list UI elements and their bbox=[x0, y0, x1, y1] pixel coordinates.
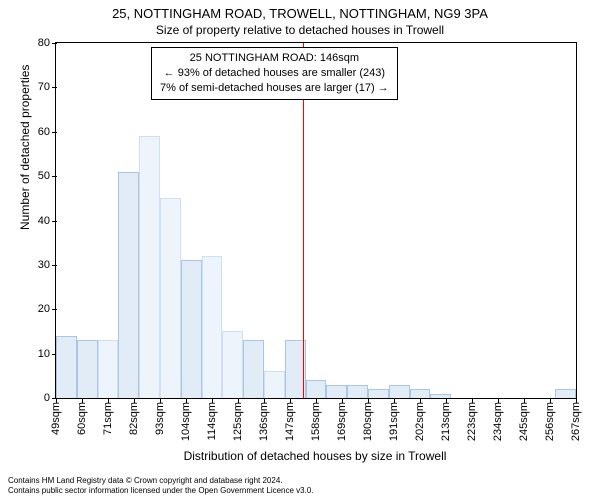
x-tick-label: 82sqm bbox=[128, 402, 140, 435]
x-tick-mark bbox=[238, 398, 239, 403]
y-tick-label: 20 bbox=[20, 303, 56, 315]
y-tick-label: 30 bbox=[20, 259, 56, 271]
chart-title-main: 25, NOTTINGHAM ROAD, TROWELL, NOTTINGHAM… bbox=[0, 6, 600, 21]
histogram-bar bbox=[430, 394, 451, 398]
footer-attribution: Contains HM Land Registry data © Crown c… bbox=[8, 476, 314, 496]
x-tick-label: 49sqm bbox=[50, 402, 62, 435]
x-tick-label: 267sqm bbox=[570, 402, 582, 441]
x-tick-label: 223sqm bbox=[466, 402, 478, 441]
x-tick-mark bbox=[472, 398, 473, 403]
x-tick-mark bbox=[550, 398, 551, 403]
x-tick-label: 104sqm bbox=[180, 402, 192, 441]
footer-line-1: Contains HM Land Registry data © Crown c… bbox=[8, 476, 314, 486]
chart-container: 25, NOTTINGHAM ROAD, TROWELL, NOTTINGHAM… bbox=[0, 0, 600, 500]
annotation-line: 25 NOTTINGHAM ROAD: 146sqm bbox=[160, 51, 389, 66]
x-tick-mark bbox=[264, 398, 265, 403]
x-tick-label: 191sqm bbox=[388, 402, 400, 441]
annotation-box: 25 NOTTINGHAM ROAD: 146sqm← 93% of detac… bbox=[151, 47, 398, 100]
x-tick-label: 125sqm bbox=[232, 402, 244, 441]
histogram-bar bbox=[160, 198, 181, 398]
histogram-bar bbox=[306, 380, 327, 398]
x-tick-label: 93sqm bbox=[154, 402, 166, 435]
histogram-bar bbox=[555, 389, 576, 398]
histogram-bar bbox=[222, 331, 243, 398]
histogram-bar bbox=[181, 260, 202, 398]
x-tick-label: 71sqm bbox=[102, 402, 114, 435]
x-tick-label: 136sqm bbox=[258, 402, 270, 441]
histogram-bar bbox=[118, 172, 139, 398]
x-tick-mark bbox=[576, 398, 577, 403]
x-tick-label: 114sqm bbox=[206, 402, 218, 440]
x-tick-label: 245sqm bbox=[518, 402, 530, 441]
x-tick-mark bbox=[498, 398, 499, 403]
y-axis-label: Number of detached properties bbox=[18, 210, 32, 230]
histogram-bar bbox=[98, 340, 119, 398]
histogram-bar bbox=[389, 385, 410, 398]
x-tick-label: 256sqm bbox=[544, 402, 556, 441]
histogram-bar bbox=[56, 336, 77, 398]
x-tick-mark bbox=[134, 398, 135, 403]
x-tick-label: 169sqm bbox=[336, 402, 348, 441]
x-tick-label: 234sqm bbox=[492, 402, 504, 441]
x-tick-mark bbox=[160, 398, 161, 403]
y-tick-label: 10 bbox=[20, 348, 56, 360]
histogram-bar bbox=[347, 385, 368, 398]
x-tick-mark bbox=[446, 398, 447, 403]
x-tick-mark bbox=[56, 398, 57, 403]
x-tick-mark bbox=[524, 398, 525, 403]
x-tick-mark bbox=[316, 398, 317, 403]
histogram-bar bbox=[77, 340, 98, 398]
histogram-bar bbox=[202, 256, 223, 398]
histogram-bar bbox=[326, 385, 347, 398]
chart-title-sub: Size of property relative to detached ho… bbox=[0, 23, 600, 37]
x-tick-mark bbox=[368, 398, 369, 403]
x-tick-mark bbox=[394, 398, 395, 403]
x-tick-label: 60sqm bbox=[76, 402, 88, 435]
x-tick-mark bbox=[108, 398, 109, 403]
x-tick-mark bbox=[212, 398, 213, 403]
footer-line-2: Contains public sector information licen… bbox=[8, 486, 314, 496]
annotation-line: 7% of semi-detached houses are larger (1… bbox=[160, 81, 389, 96]
x-tick-mark bbox=[342, 398, 343, 403]
histogram-bar bbox=[368, 389, 389, 398]
annotation-line: ← 93% of detached houses are smaller (24… bbox=[160, 66, 389, 81]
x-tick-label: 180sqm bbox=[362, 402, 374, 441]
histogram-bar bbox=[139, 136, 160, 398]
x-tick-mark bbox=[82, 398, 83, 403]
histogram-bar bbox=[410, 389, 431, 398]
plot-area: 0102030405060708049sqm60sqm71sqm82sqm93s… bbox=[55, 42, 577, 399]
x-tick-label: 213sqm bbox=[440, 402, 452, 441]
x-tick-label: 158sqm bbox=[310, 402, 322, 441]
x-tick-label: 202sqm bbox=[414, 402, 426, 441]
x-tick-mark bbox=[420, 398, 421, 403]
x-tick-mark bbox=[186, 398, 187, 403]
x-tick-mark bbox=[290, 398, 291, 403]
x-tick-label: 147sqm bbox=[284, 402, 296, 441]
y-tick-label: 80 bbox=[20, 37, 56, 49]
x-axis-label: Distribution of detached houses by size … bbox=[55, 449, 575, 463]
histogram-bar bbox=[243, 340, 264, 398]
histogram-bar bbox=[264, 371, 285, 398]
